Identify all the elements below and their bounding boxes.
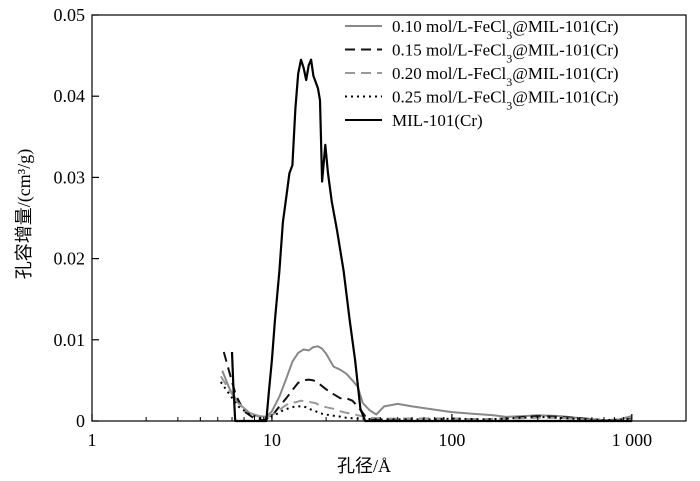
x-tick-label: 1 bbox=[88, 430, 97, 450]
series-line-5 bbox=[230, 58, 632, 423]
x-tick-label: 10 bbox=[263, 430, 281, 450]
y-tick-label: 0.04 bbox=[54, 86, 86, 106]
series-line-3 bbox=[219, 375, 632, 422]
series-line-2 bbox=[222, 351, 632, 422]
plot-frame bbox=[91, 14, 687, 422]
y-axis-title: 孔容增量/(cm³/g) bbox=[14, 149, 35, 279]
legend-label-1: 0.10 mol/L-FeCl3@MIL-101(Cr) bbox=[392, 17, 619, 42]
legend-label-3: 0.20 mol/L-FeCl3@MIL-101(Cr) bbox=[392, 64, 619, 89]
axes-layer: 1 10 100 1 000 0 0.01 0.02 0.03 0.04 0.05 bbox=[54, 5, 687, 450]
series-line-1 bbox=[221, 345, 633, 422]
legend: 0.10 mol/L-FeCl3@MIL-101(Cr)0.15 mol/L-F… bbox=[345, 17, 619, 130]
x-tick-label: 1 000 bbox=[612, 430, 653, 450]
x-tick-label: 100 bbox=[438, 430, 465, 450]
y-tick-label: 0.02 bbox=[54, 249, 86, 269]
y-tick-label: 0.01 bbox=[54, 330, 86, 350]
legend-label-2: 0.15 mol/L-FeCl3@MIL-101(Cr) bbox=[392, 41, 619, 66]
y-tick-label: 0.05 bbox=[54, 5, 86, 25]
x-axis-title: 孔径/Å bbox=[337, 456, 391, 476]
legend-label-4: 0.25 mol/L-FeCl3@MIL-101(Cr) bbox=[392, 88, 619, 113]
y-tick-label: 0.03 bbox=[54, 167, 86, 187]
legend-label-5: MIL-101(Cr) bbox=[392, 111, 483, 130]
y-tick-label: 0 bbox=[76, 411, 85, 431]
